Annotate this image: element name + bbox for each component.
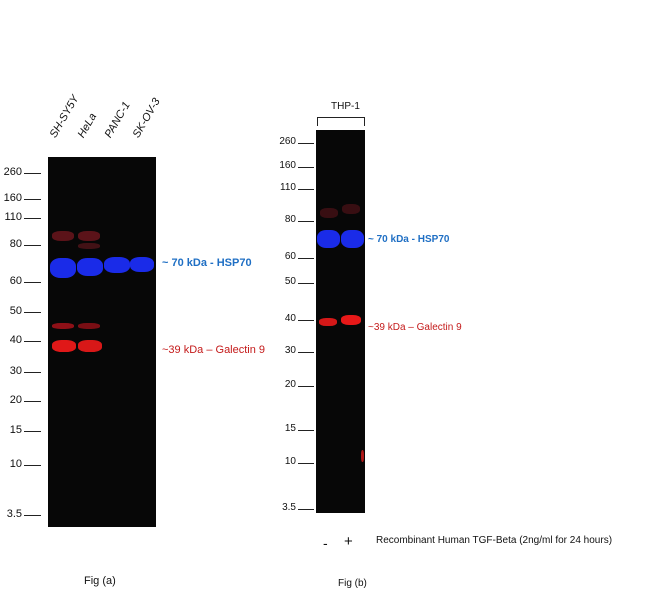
ladder-a-marker-tick bbox=[24, 431, 41, 432]
treatment-minus: - bbox=[323, 535, 328, 551]
ladder-b-marker-tick bbox=[298, 352, 314, 353]
ladder-a-marker-label: 80 bbox=[9, 238, 22, 250]
ladder-b-marker-tick bbox=[298, 167, 314, 168]
ladder-b-marker-label: 40 bbox=[284, 313, 296, 324]
ladder-b-marker-label: 50 bbox=[284, 276, 296, 287]
ladder-a-marker-tick bbox=[24, 282, 41, 283]
band-a-gal-upper-2 bbox=[78, 323, 100, 329]
ladder-a-marker-label: 15 bbox=[9, 424, 22, 436]
ladder-a-marker-tick bbox=[24, 465, 41, 466]
blot-a bbox=[48, 157, 156, 527]
ladder-a-marker-tick bbox=[24, 341, 41, 342]
galectin-label-a: ~39 kDa – Galectin 9 bbox=[162, 344, 266, 356]
lane-label-panc-1: PANC-1 bbox=[102, 99, 133, 140]
ladder-b-marker-label: 15 bbox=[284, 423, 296, 434]
band-a-upper-1 bbox=[52, 231, 74, 241]
hsp70-label-a: ~ 70 kDa - HSP70 bbox=[162, 257, 252, 269]
ladder-b-marker-tick bbox=[298, 509, 314, 510]
treatment-label: Recombinant Human TGF-Beta (2ng/ml for 2… bbox=[376, 535, 613, 546]
band-a-hsp70-1 bbox=[50, 258, 76, 278]
ladder-a-marker-label: 60 bbox=[9, 275, 22, 287]
ladder-b-marker-tick bbox=[298, 430, 314, 431]
ladder-b-marker-label: 20 bbox=[284, 379, 296, 390]
ladder-a-marker-tick bbox=[24, 218, 41, 219]
caption-b: Fig (b) bbox=[338, 578, 367, 589]
ladder-b-marker-tick bbox=[298, 189, 314, 190]
band-a-gal-upper-1 bbox=[52, 323, 74, 329]
hsp70-label-b: ~ 70 kDa - HSP70 bbox=[368, 234, 450, 245]
ladder-a-marker-label: 160 bbox=[3, 192, 22, 204]
ladder-b-marker-label: 80 bbox=[284, 214, 296, 225]
ladder-a-marker-label: 3.5 bbox=[6, 508, 22, 520]
ladder-a-marker-tick bbox=[24, 372, 41, 373]
band-a-gal-1 bbox=[52, 340, 76, 352]
ladder-b-marker-label: 160 bbox=[279, 160, 296, 171]
ladder-a-marker-label: 30 bbox=[9, 365, 22, 377]
ladder-b-marker-label: 110 bbox=[280, 182, 296, 193]
ladder-b-marker-label: 30 bbox=[284, 345, 296, 356]
ladder-a-marker-tick bbox=[24, 199, 41, 200]
band-b-faint-1 bbox=[320, 208, 338, 218]
ladder-a-marker-tick bbox=[24, 312, 41, 313]
ladder-a-marker-tick bbox=[24, 515, 41, 516]
band-a-hsp70-3 bbox=[104, 257, 130, 273]
lane-label-sk-ov-3: SK-OV-3 bbox=[130, 96, 163, 140]
galectin-label-b: ~39 kDa – Galectin 9 bbox=[368, 322, 462, 333]
ladder-a-marker-tick bbox=[24, 173, 41, 174]
ladder-b-marker-label: 10 bbox=[284, 456, 296, 467]
ladder-b-marker-tick bbox=[298, 221, 314, 222]
band-a-upper-3 bbox=[78, 243, 100, 249]
band-a-hsp70-4 bbox=[130, 257, 154, 272]
band-a-gal-2 bbox=[78, 340, 102, 352]
band-b-gal-2 bbox=[341, 315, 361, 325]
band-a-upper-2 bbox=[78, 231, 100, 241]
band-b-faint-2 bbox=[342, 204, 360, 214]
ladder-a-marker-label: 260 bbox=[3, 166, 22, 178]
ladder-a-marker-label: 20 bbox=[9, 394, 22, 406]
band-b-gal-1 bbox=[319, 318, 337, 326]
ladder-b-marker-label: 3.5 bbox=[282, 502, 296, 513]
ladder-a-marker-tick bbox=[24, 401, 41, 402]
group-bracket bbox=[317, 117, 365, 126]
ladder-a-marker-label: 40 bbox=[9, 334, 22, 346]
ladder-b-marker-tick bbox=[298, 258, 314, 259]
caption-a: Fig (a) bbox=[84, 575, 116, 587]
ladder-a-marker-label: 110 bbox=[4, 211, 22, 223]
lane-label-hela: HeLa bbox=[75, 111, 100, 140]
ladder-b-marker-tick bbox=[298, 283, 314, 284]
ladder-a-marker-label: 50 bbox=[9, 305, 22, 317]
band-b-hsp70-2 bbox=[341, 230, 364, 248]
treatment-plus: + bbox=[344, 533, 353, 550]
ladder-b-marker-tick bbox=[298, 143, 314, 144]
blot-b bbox=[316, 130, 365, 513]
ladder-b-marker-tick bbox=[298, 463, 314, 464]
group-label-thp-1: THP-1 bbox=[331, 101, 360, 112]
ladder-b-marker-label: 260 bbox=[279, 136, 296, 147]
ladder-a-marker-label: 10 bbox=[9, 458, 22, 470]
ladder-b-marker-tick bbox=[298, 386, 314, 387]
band-b-hsp70-1 bbox=[317, 230, 340, 248]
ladder-b-marker-tick bbox=[298, 320, 314, 321]
ladder-a-marker-tick bbox=[24, 245, 41, 246]
ladder-b-marker-label: 60 bbox=[284, 251, 296, 262]
band-b-spot bbox=[361, 450, 364, 462]
band-a-hsp70-2 bbox=[77, 258, 103, 276]
